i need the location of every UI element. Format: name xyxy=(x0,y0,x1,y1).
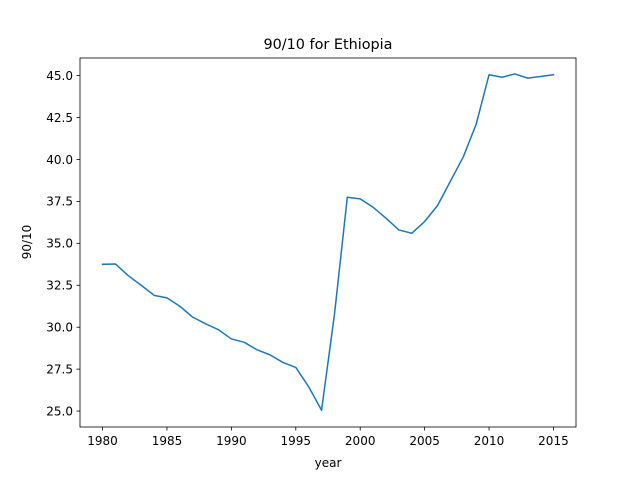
x-tick-label: 1985 xyxy=(152,434,183,448)
y-tick-label: 35.0 xyxy=(46,237,73,251)
x-tick-label: 1995 xyxy=(281,434,312,448)
x-tick-label: 1990 xyxy=(216,434,247,448)
y-tick-label: 30.0 xyxy=(46,321,73,335)
x-tick-label: 2005 xyxy=(409,434,440,448)
y-axis-title: 90/10 xyxy=(20,225,34,260)
x-axis-title: year xyxy=(315,456,342,470)
x-tick-label: 1980 xyxy=(87,434,118,448)
x-tick-label: 2000 xyxy=(345,434,376,448)
axes: 1980 1985 1990 1995 2000 2005 2010 2015 25.0 27.5… xyxy=(46,57,577,448)
y-tick-label: 25.0 xyxy=(46,404,73,418)
y-tick-label: 27.5 xyxy=(46,362,73,376)
x-tick-label: 2010 xyxy=(474,434,505,448)
plot-area xyxy=(101,73,555,411)
y-tick-label: 40.0 xyxy=(46,153,73,167)
data-line-series-0 xyxy=(101,73,555,411)
plot-frame xyxy=(79,57,577,428)
y-tick-label: 42.5 xyxy=(46,111,73,125)
chart-title: 90/10 for Ethiopia xyxy=(263,37,392,53)
y-tick-label: 32.5 xyxy=(46,279,73,293)
x-tick-label: 2015 xyxy=(538,434,569,448)
y-tick-label: 45.0 xyxy=(46,69,73,83)
y-tick-label: 37.5 xyxy=(46,195,73,209)
